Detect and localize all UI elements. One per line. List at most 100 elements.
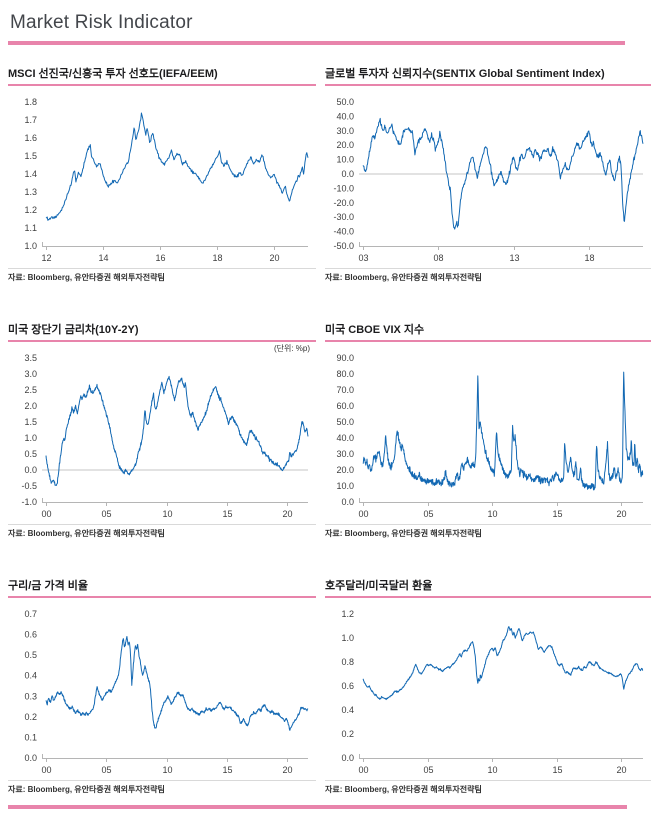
- chart-title-underline: [8, 84, 316, 86]
- title-accent-bar: [8, 41, 625, 45]
- svg-text:0.7: 0.7: [24, 609, 37, 619]
- svg-text:00: 00: [41, 765, 51, 775]
- svg-text:00: 00: [358, 509, 368, 519]
- svg-text:0.5: 0.5: [24, 449, 37, 459]
- svg-text:50.0: 50.0: [336, 97, 354, 107]
- svg-text:20.0: 20.0: [336, 140, 354, 150]
- svg-text:14: 14: [98, 253, 108, 263]
- svg-text:0.2: 0.2: [341, 729, 354, 739]
- chart-title-underline: [325, 596, 651, 598]
- svg-text:3.0: 3.0: [24, 369, 37, 379]
- chart-section-msci-iefa-eem-preference: MSCI 선진국/신흥국 투자 선호도(IEFA/EEM) 12 14 16 18 20…: [8, 65, 316, 283]
- source-text: 자료: Bloomberg, 유안타증권 해외투자전략팀: [8, 273, 165, 282]
- chart-title: MSCI 선진국/신흥국 투자 선호도(IEFA/EEM): [8, 68, 218, 80]
- svg-text:40.0: 40.0: [336, 111, 354, 121]
- svg-text:05: 05: [423, 509, 433, 519]
- svg-text:20: 20: [282, 509, 292, 519]
- source-text: 자료: Bloomberg, 유안타증권 해외투자전략팀: [325, 529, 482, 538]
- svg-text:2.5: 2.5: [24, 385, 37, 395]
- chart-section-aud-usd-exchange-rate: 호주달러/미국달러 환율 00 05 10 15 20 0.0 0.2 0.4 0.6 0.8 1.…: [325, 577, 651, 795]
- unit-label: (단위: %p): [273, 344, 310, 353]
- svg-text:50.0: 50.0: [336, 417, 354, 427]
- svg-text:13: 13: [509, 253, 519, 263]
- svg-text:30.0: 30.0: [336, 449, 354, 459]
- svg-text:12: 12: [41, 253, 51, 263]
- yield-spread-line-chart: 00 05 10 15 20 -1.0 -0.5 0.0 0.5 1.0 1.5 2.0 2.5 3.0 3…: [21, 353, 309, 519]
- svg-text:-0.5: -0.5: [21, 481, 37, 491]
- source-text: 자료: Bloomberg, 유안타증권 해외투자전략팀: [325, 273, 482, 282]
- svg-text:20: 20: [282, 765, 292, 775]
- svg-text:-20.0: -20.0: [333, 198, 354, 208]
- svg-text:15: 15: [552, 765, 562, 775]
- source-divider: [325, 524, 651, 525]
- page-header: Market Risk Indicator: [0, 0, 651, 45]
- svg-text:1.6: 1.6: [24, 133, 37, 143]
- vix-line-chart: 00 05 10 15 20 0.0 10.0 20.0 30.0 40.0 50.0 60.0 70.…: [336, 353, 644, 519]
- svg-text:0.0: 0.0: [341, 169, 354, 179]
- svg-text:0.0: 0.0: [341, 753, 354, 763]
- svg-text:00: 00: [358, 765, 368, 775]
- svg-text:18: 18: [584, 253, 594, 263]
- footer-accent-bar: [8, 805, 627, 809]
- svg-text:0.6: 0.6: [341, 681, 354, 691]
- svg-text:3.5: 3.5: [24, 353, 37, 363]
- svg-text:2.0: 2.0: [24, 401, 37, 411]
- svg-text:1.2: 1.2: [341, 609, 354, 619]
- svg-text:0.1: 0.1: [24, 732, 37, 742]
- source-divider: [325, 268, 651, 269]
- svg-text:05: 05: [101, 509, 111, 519]
- svg-text:1.2: 1.2: [24, 205, 37, 215]
- chart-title: 호주달러/미국달러 환율: [325, 580, 433, 592]
- svg-text:10: 10: [162, 765, 172, 775]
- source-divider: [8, 268, 316, 269]
- svg-text:05: 05: [423, 765, 433, 775]
- svg-text:10: 10: [487, 765, 497, 775]
- svg-text:60.0: 60.0: [336, 401, 354, 411]
- chart-section-us-cboe-vix: 미국 CBOE VIX 지수 00 05 10 15 20 0.0 10.0 20.0 30.0…: [325, 321, 651, 539]
- svg-text:20: 20: [269, 253, 279, 263]
- source-text: 자료: Bloomberg, 유안타증권 해외투자전략팀: [8, 785, 165, 794]
- source-divider: [8, 524, 316, 525]
- svg-text:-50.0: -50.0: [333, 241, 354, 251]
- chart-grid: MSCI 선진국/신흥국 투자 선호도(IEFA/EEM) 12 14 16 18 20…: [0, 65, 651, 795]
- svg-text:16: 16: [155, 253, 165, 263]
- svg-text:90.0: 90.0: [336, 353, 354, 363]
- svg-text:08: 08: [433, 253, 443, 263]
- source-text: 자료: Bloomberg, 유안타증권 해외투자전략팀: [325, 785, 482, 794]
- svg-text:05: 05: [101, 765, 111, 775]
- chart-title-underline: [8, 340, 316, 342]
- svg-text:10: 10: [162, 509, 172, 519]
- svg-text:10.0: 10.0: [336, 481, 354, 491]
- svg-text:0.5: 0.5: [24, 650, 37, 660]
- svg-text:1.7: 1.7: [24, 115, 37, 125]
- svg-text:30.0: 30.0: [336, 126, 354, 136]
- svg-text:-40.0: -40.0: [333, 227, 354, 237]
- svg-text:-10.0: -10.0: [333, 183, 354, 193]
- svg-text:0.4: 0.4: [24, 671, 37, 681]
- svg-text:15: 15: [552, 509, 562, 519]
- svg-text:00: 00: [41, 509, 51, 519]
- svg-text:-30.0: -30.0: [333, 212, 354, 222]
- chart-title: 글로벌 투자자 신뢰지수(SENTIX Global Sentiment Ind…: [325, 68, 605, 80]
- svg-text:10: 10: [487, 509, 497, 519]
- chart-title-underline: [325, 84, 651, 86]
- svg-text:1.0: 1.0: [341, 633, 354, 643]
- svg-text:0.0: 0.0: [341, 497, 354, 507]
- svg-text:10.0: 10.0: [336, 155, 354, 165]
- chart-section-copper-gold-ratio: 구리/금 가격 비율 00 05 10 15 20 0.0 0.1 0.2 0.3 0.4 0.5 0…: [8, 577, 316, 795]
- svg-text:1.3: 1.3: [24, 187, 37, 197]
- svg-text:40.0: 40.0: [336, 433, 354, 443]
- svg-text:1.0: 1.0: [24, 241, 37, 251]
- copper-gold-line-chart: 00 05 10 15 20 0.0 0.1 0.2 0.3 0.4 0.5 0.6 0.7: [24, 609, 309, 775]
- svg-text:0.4: 0.4: [341, 705, 354, 715]
- source-divider: [8, 780, 316, 781]
- sentix-line-chart: 03 08 13 18 -50.0 -40.0 -30.0 -20.0 -10.0 0.0 10.0…: [333, 97, 644, 263]
- svg-text:-1.0: -1.0: [21, 497, 37, 507]
- svg-text:15: 15: [222, 765, 232, 775]
- svg-text:1.4: 1.4: [24, 169, 37, 179]
- svg-text:15: 15: [222, 509, 232, 519]
- source-text: 자료: Bloomberg, 유안타증권 해외투자전략팀: [8, 529, 165, 538]
- svg-text:70.0: 70.0: [336, 385, 354, 395]
- svg-text:0.6: 0.6: [24, 630, 37, 640]
- chart-title: 미국 장단기 금리차(10Y-2Y): [8, 324, 139, 336]
